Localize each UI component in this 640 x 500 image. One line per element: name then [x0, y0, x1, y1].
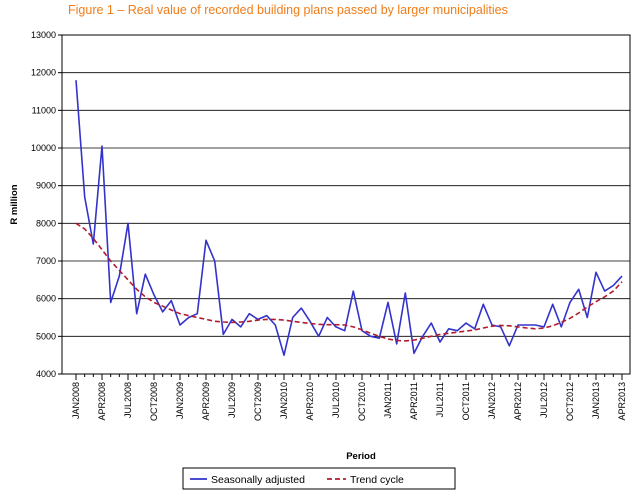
chart-title: Figure 1 – Real value of recorded buildi…	[68, 3, 508, 17]
legend-label-seasonally-adjusted: Seasonally adjusted	[211, 474, 305, 486]
y-tick-label: 8000	[36, 218, 56, 228]
y-tick-label: 5000	[36, 331, 56, 341]
y-axis-label: R million	[9, 184, 20, 224]
gridlines	[62, 72, 630, 337]
x-tick-label: JAN2009	[175, 382, 185, 419]
x-tick-label: JUL2012	[539, 382, 549, 418]
x-tick-label: JAN2013	[591, 382, 601, 419]
x-tick-label: OCT2010	[357, 382, 367, 421]
y-tick-label: 7000	[36, 256, 56, 266]
x-tick-label: JUL2008	[123, 382, 133, 418]
plot-area	[61, 34, 631, 375]
series-line-trend-cycle	[75, 222, 623, 342]
x-tick-label: APR2013	[617, 382, 627, 421]
x-tick-label: JAN2008	[71, 382, 81, 419]
x-tick-label: JAN2011	[383, 382, 393, 418]
y-axis: 4000 5000 6000 7000 8000 9000 10000 11000 12000 1…	[31, 30, 62, 379]
y-tick-label: 4000	[36, 369, 56, 379]
x-tick-label: JUL2009	[227, 382, 237, 418]
x-axis-label: Period	[346, 451, 376, 462]
legend-label-trend-cycle: Trend cycle	[350, 474, 404, 486]
legend: Seasonally adjusted Trend cycle	[182, 467, 456, 490]
y-tick-label: 12000	[31, 68, 56, 78]
x-tick-label: OCT2009	[253, 382, 263, 421]
series-line-seasonally-adjusted	[75, 80, 623, 357]
y-tick-label: 13000	[31, 30, 56, 40]
x-tick-label: OCT2011	[461, 382, 471, 420]
x-tick-label: JUL2011	[435, 382, 445, 417]
x-tick-label: APR2010	[305, 382, 315, 421]
y-tick-label: 11000	[32, 105, 56, 115]
legend-box	[182, 467, 456, 490]
x-tick-label: APR2009	[201, 382, 211, 421]
x-tick-label: JAN2010	[279, 382, 289, 419]
y-tick-label: 6000	[36, 294, 56, 304]
x-tick-label: APR2008	[97, 382, 107, 421]
y-tick-label: 9000	[36, 181, 56, 191]
x-tick-label: JUL2010	[331, 382, 341, 418]
x-tick-label: APR2011	[409, 382, 419, 420]
x-tick-label: OCT2012	[565, 382, 575, 421]
y-tick-label: 10000	[31, 143, 56, 153]
x-axis: JAN2008 APR2008 JUL2008 OCT2008 JAN2009 APR20…	[71, 374, 627, 421]
series-group	[75, 80, 623, 357]
x-tick-label: OCT2008	[149, 382, 159, 421]
x-tick-label: APR2012	[513, 382, 523, 421]
x-tick-label: JAN2012	[487, 382, 497, 419]
